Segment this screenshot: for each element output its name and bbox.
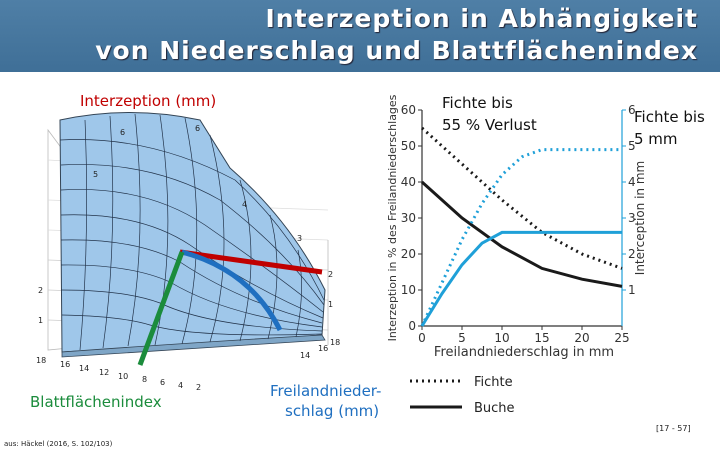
label-freiland-line2: schlag (mm) [285, 402, 380, 420]
precip-tick-18: 18 [330, 338, 341, 347]
series-line-3 [420, 230, 622, 327]
legend-label-buche: Buche [474, 401, 515, 416]
y-right-axis-title: Interception in mm [633, 161, 647, 275]
surface-label-6b: 6 [195, 124, 201, 133]
lai-tick-6: 6 [160, 378, 166, 387]
y-left-tick-label: 0 [408, 319, 416, 333]
precip-tick-14: 14 [300, 351, 311, 360]
z-tick-1: 1 [38, 316, 44, 325]
x-tick-label: 10 [494, 331, 509, 345]
series-line-2 [420, 148, 622, 327]
surface-label-1: 1 [328, 300, 334, 309]
precip-tick-16: 16 [318, 344, 329, 353]
annotation-fichte-55-line2: 55 % Verlust [442, 116, 537, 134]
label-interzeption: Interzeption (mm) [80, 92, 217, 110]
label-blattflaechenindex: Blattflächenindex [30, 393, 162, 411]
y-right-tick-label: 4 [628, 175, 636, 189]
lai-tick-2: 2 [196, 383, 202, 392]
lai-tick-18: 18 [36, 356, 47, 365]
y-left-tick-label: 20 [401, 247, 416, 261]
source-citation: aus: Häckel (2016, S. 102/103) [4, 440, 113, 448]
y-left-tick-label: 40 [401, 175, 416, 189]
surface-label-4: 4 [242, 200, 248, 209]
legend-label-fichte: Fichte [474, 375, 513, 390]
z-tick-2: 2 [38, 286, 44, 295]
y-left-tick-label: 30 [401, 211, 416, 225]
annotation-fichte-55-line1: Fichte bis [442, 94, 513, 112]
y-left-tick-label: 50 [401, 139, 416, 153]
x-tick-label: 25 [614, 331, 629, 345]
lai-tick-10: 10 [118, 372, 129, 381]
surface-label-6a: 6 [120, 128, 126, 137]
label-freiland-line1: Freilandnieder- [270, 382, 382, 400]
x-tick-label: 20 [574, 331, 589, 345]
slide-title-line-2: von Niederschlag und Blattflächenindex [95, 36, 698, 65]
annotation-fichte-5mm-line1: Fichte bis [634, 108, 705, 126]
y-right-tick-label: 1 [628, 283, 636, 297]
lai-tick-8: 8 [142, 375, 148, 384]
x-tick-label: 5 [458, 331, 466, 345]
series-line-1 [420, 180, 623, 288]
lai-tick-16: 16 [60, 360, 71, 369]
y-left-axis-title: Interzeption in % des Freilandniederschl… [386, 94, 399, 341]
lai-tick-12: 12 [99, 368, 110, 377]
x-tick-label: 0 [418, 331, 426, 345]
y-right-tick-label: 3 [628, 211, 636, 225]
series-line-0 [420, 126, 623, 270]
page-reference: [17 - 57] [656, 424, 691, 433]
y-right-tick-label: 5 [628, 139, 636, 153]
y-left-tick-label: 10 [401, 283, 416, 297]
x-axis-title: Freilandniederschlag in mm [434, 345, 614, 360]
surface-label-2: 2 [328, 270, 334, 279]
y-right-tick-label: 6 [628, 103, 636, 117]
title-bar: Interzeption in Abhängigkeit von Nieders… [0, 0, 720, 72]
surface-label-5: 5 [93, 170, 99, 179]
x-tick-label: 15 [534, 331, 549, 345]
lai-tick-4: 4 [178, 381, 184, 390]
annotation-fichte-5mm-line2: 5 mm [634, 130, 678, 148]
y-right-tick-label: 2 [628, 247, 636, 261]
y-left-tick-label: 60 [401, 103, 416, 117]
slide-title-line-1: Interzeption in Abhängigkeit [265, 4, 698, 33]
surface-label-3: 3 [297, 234, 303, 243]
lai-tick-14: 14 [79, 364, 90, 373]
